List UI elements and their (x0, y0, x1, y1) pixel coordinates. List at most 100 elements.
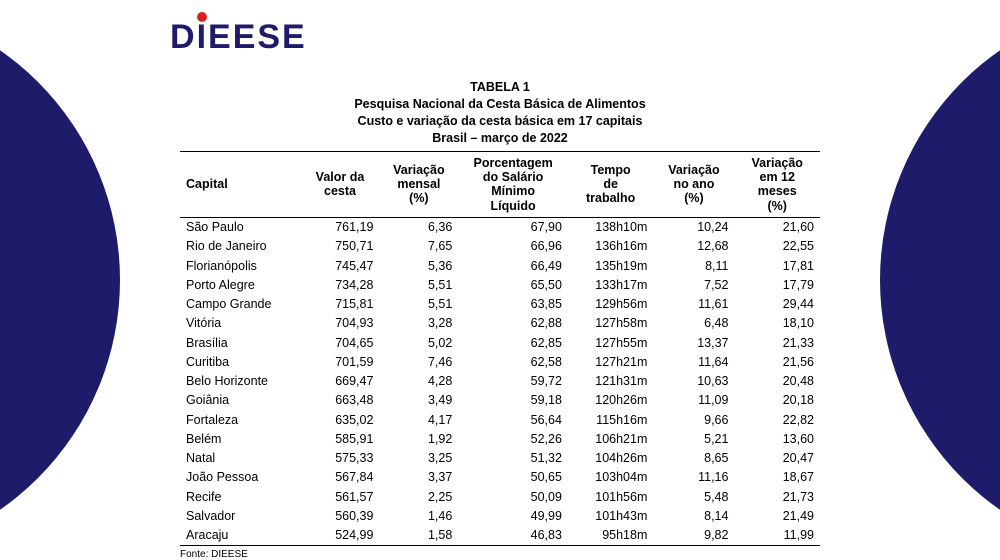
table-cell: São Paulo (180, 218, 301, 238)
table-cell: 65,50 (458, 276, 568, 295)
logo-text-after: EESE (208, 18, 307, 57)
table-cell: 4,17 (379, 411, 458, 430)
table-cell: 734,28 (301, 276, 380, 295)
table-row: Aracaju524,991,5846,8395h18m9,8211,99 (180, 526, 820, 546)
table-cell: 67,90 (458, 218, 568, 238)
table-cell: 3,49 (379, 391, 458, 410)
table-cell: 745,47 (301, 257, 380, 276)
table-cell: 6,48 (653, 314, 734, 333)
bg-shape-left (0, 0, 120, 560)
table-cell: Fortaleza (180, 411, 301, 430)
table-cell: Salvador (180, 507, 301, 526)
table-row: Recife561,572,2550,09101h56m5,4821,73 (180, 488, 820, 507)
table-cell: Campo Grande (180, 295, 301, 314)
table-row: Belo Horizonte669,474,2859,72121h31m10,6… (180, 372, 820, 391)
table-cell: 635,02 (301, 411, 380, 430)
col-header-tempo: Tempodetrabalho (568, 151, 653, 218)
table-cell: 7,52 (653, 276, 734, 295)
table-row: Fortaleza635,024,1756,64115h16m9,6622,82 (180, 411, 820, 430)
table-row: São Paulo761,196,3667,90138h10m10,2421,6… (180, 218, 820, 238)
table-cell: 11,09 (653, 391, 734, 410)
table-cell: Brasília (180, 334, 301, 353)
table-cell: 3,37 (379, 468, 458, 487)
table-cell: 5,48 (653, 488, 734, 507)
table-cell: 750,71 (301, 237, 380, 256)
table-cell: Curitiba (180, 353, 301, 372)
table-cell: 5,21 (653, 430, 734, 449)
page: D I EESE TABELA 1 Pesquisa Nacional da C… (180, 0, 820, 560)
table-cell: 63,85 (458, 295, 568, 314)
table-row: Rio de Janeiro750,717,6566,96136h16m12,6… (180, 237, 820, 256)
table-cell: 101h43m (568, 507, 653, 526)
table-cell: 5,36 (379, 257, 458, 276)
table-cell: 46,83 (458, 526, 568, 546)
table-cell: 11,61 (653, 295, 734, 314)
table-cell: 59,18 (458, 391, 568, 410)
table-cell: 106h21m (568, 430, 653, 449)
table-cell: 5,02 (379, 334, 458, 353)
table-row: Natal575,333,2551,32104h26m8,6520,47 (180, 449, 820, 468)
table-cell: 22,82 (734, 411, 820, 430)
table-cell: 761,19 (301, 218, 380, 238)
table-cell: 21,56 (734, 353, 820, 372)
table-cell: 13,60 (734, 430, 820, 449)
table-cell: 21,73 (734, 488, 820, 507)
table-cell: 11,64 (653, 353, 734, 372)
table-cell: Aracaju (180, 526, 301, 546)
table-cell: 5,51 (379, 276, 458, 295)
table-body: São Paulo761,196,3667,90138h10m10,2421,6… (180, 218, 820, 546)
table-cell: 8,14 (653, 507, 734, 526)
table-cell: 13,37 (653, 334, 734, 353)
table-cell: Belém (180, 430, 301, 449)
table-row: Brasília704,655,0262,85127h55m13,3721,33 (180, 334, 820, 353)
table-title: TABELA 1 Pesquisa Nacional da Cesta Bási… (180, 79, 820, 147)
title-line-1: TABELA 1 (180, 79, 820, 96)
table-cell: 17,81 (734, 257, 820, 276)
table-head-row: CapitalValor dacestaVariaçãomensal(%)Por… (180, 151, 820, 218)
table-cell: 129h56m (568, 295, 653, 314)
table-row: João Pessoa567,843,3750,65103h04m11,1618… (180, 468, 820, 487)
col-header-valor: Valor dacesta (301, 151, 380, 218)
table-cell: 104h26m (568, 449, 653, 468)
table-cell: 10,24 (653, 218, 734, 238)
table-cell: 567,84 (301, 468, 380, 487)
table-cell: 29,44 (734, 295, 820, 314)
table-cell: 135h19m (568, 257, 653, 276)
table-cell: 49,99 (458, 507, 568, 526)
logo-dot-icon (197, 12, 207, 22)
table-cell: 50,09 (458, 488, 568, 507)
table-cell: 4,28 (379, 372, 458, 391)
table-cell: 7,65 (379, 237, 458, 256)
table-row: Vitória704,933,2862,88127h58m6,4818,10 (180, 314, 820, 333)
table-cell: 66,49 (458, 257, 568, 276)
table-cell: 133h17m (568, 276, 653, 295)
title-line-3: Custo e variação da cesta básica em 17 c… (180, 113, 820, 130)
table-cell: Belo Horizonte (180, 372, 301, 391)
table-cell: 127h55m (568, 334, 653, 353)
table-cell: 11,99 (734, 526, 820, 546)
table-cell: 18,67 (734, 468, 820, 487)
table-cell: Rio de Janeiro (180, 237, 301, 256)
table-cell: Natal (180, 449, 301, 468)
table-cell: Vitória (180, 314, 301, 333)
table-cell: 1,46 (379, 507, 458, 526)
table-cell: 17,79 (734, 276, 820, 295)
table-cell: 10,63 (653, 372, 734, 391)
table-cell: 701,59 (301, 353, 380, 372)
table-cell: 560,39 (301, 507, 380, 526)
table-cell: 575,33 (301, 449, 380, 468)
table-cell: 18,10 (734, 314, 820, 333)
table-cell: 138h10m (568, 218, 653, 238)
table-cell: 21,60 (734, 218, 820, 238)
table-cell: 715,81 (301, 295, 380, 314)
table-cell: 62,58 (458, 353, 568, 372)
col-header-pct_sml: Porcentagemdo SalárioMínimoLíquido (458, 151, 568, 218)
data-table: CapitalValor dacestaVariaçãomensal(%)Por… (180, 151, 820, 547)
table-cell: 663,48 (301, 391, 380, 410)
table-cell: 59,72 (458, 372, 568, 391)
table-row: Campo Grande715,815,5163,85129h56m11,612… (180, 295, 820, 314)
table-cell: 9,66 (653, 411, 734, 430)
table-cell: 6,36 (379, 218, 458, 238)
table-cell: 62,88 (458, 314, 568, 333)
table-source: Fonte: DIEESE (180, 549, 820, 560)
